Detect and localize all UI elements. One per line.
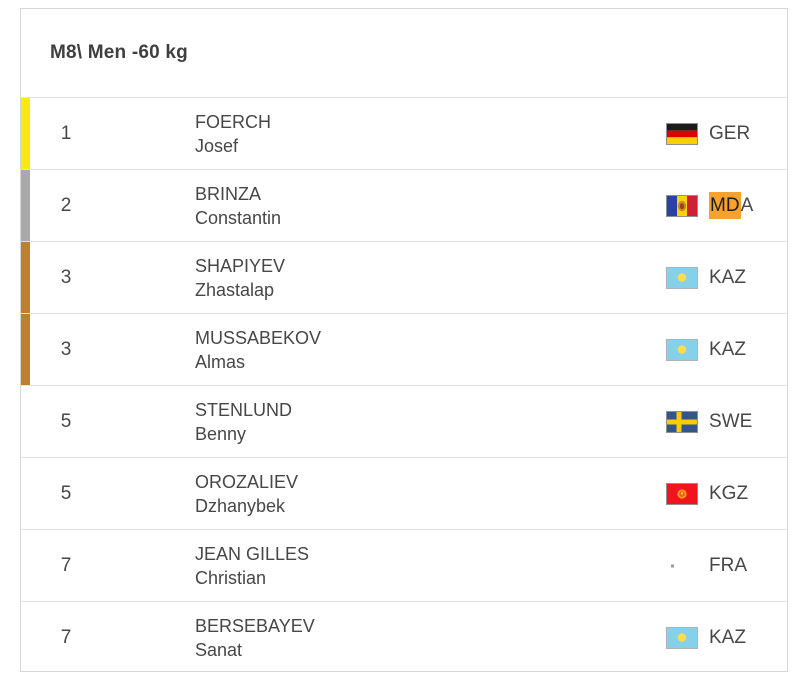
athlete-first-name: Benny	[195, 423, 247, 444]
country-code: GER	[709, 122, 751, 144]
athlete-name: JEAN GILLES Christian	[195, 542, 309, 590]
athlete-first-name: Sanat	[195, 639, 243, 660]
country-code: KAZ	[709, 338, 746, 360]
broken-flag-icon	[671, 564, 674, 567]
bronze-medal-bar	[21, 242, 30, 313]
athlete-name: OROZALIEV Dzhanybek	[195, 470, 298, 518]
athlete-last-name: STENLUND	[195, 399, 293, 420]
result-row[interactable]: 3 MUSSABEKOV Almas KAZ	[21, 313, 787, 385]
rank: 7	[60, 626, 72, 648]
athlete-first-name: Josef	[195, 135, 239, 156]
sweden-flag-icon	[666, 410, 698, 433]
country-code: KAZ	[709, 626, 746, 648]
kazakhstan-flag-icon	[666, 626, 698, 649]
result-row[interactable]: 7 JEAN GILLES Christian FRA	[21, 529, 787, 601]
gold-medal-bar	[21, 98, 30, 169]
category-header: M8\ Men -60 kg	[21, 9, 787, 97]
athlete-name: BERSEBAYEV Sanat	[195, 614, 315, 662]
athlete-last-name: MUSSABEKOV	[195, 327, 322, 348]
athlete-first-name: Constantin	[195, 207, 282, 228]
result-row[interactable]: 2 BRINZA Constantin MDA	[21, 169, 787, 241]
athlete-first-name: Dzhanybek	[195, 495, 286, 516]
athlete-last-name: OROZALIEV	[195, 471, 299, 492]
athlete-last-name: BERSEBAYEV	[195, 615, 315, 636]
athlete-name: MUSSABEKOV Almas	[195, 326, 321, 374]
rank: 5	[60, 410, 72, 432]
moldova-flag-icon	[666, 194, 698, 217]
kyrgyzstan-flag-icon	[666, 482, 698, 505]
country-code: KAZ	[709, 266, 746, 288]
athlete-name: SHAPIYEV Zhastalap	[195, 254, 285, 302]
result-row[interactable]: 5 STENLUND Benny SWE	[21, 385, 787, 457]
rank: 2	[60, 194, 72, 216]
results-list: 1 FOERCH Josef GER 2 BRINZA Constantin	[21, 97, 787, 673]
result-row[interactable]: 5 OROZALIEV Dzhanybek KGZ	[21, 457, 787, 529]
country-code: KGZ	[709, 482, 749, 504]
athlete-last-name: BRINZA	[195, 183, 262, 204]
country-code-rest: A	[740, 194, 754, 216]
rank: 3	[60, 338, 72, 360]
country-code: FRA	[709, 554, 747, 576]
result-row[interactable]: 7 BERSEBAYEV Sanat KAZ	[21, 601, 787, 673]
rank: 5	[60, 482, 72, 504]
results-panel: M8\ Men -60 kg 1 FOERCH Josef GER 2	[20, 8, 788, 672]
athlete-first-name: Zhastalap	[195, 279, 275, 300]
athlete-first-name: Christian	[195, 567, 267, 588]
country-code: SWE	[709, 410, 753, 432]
kazakhstan-flag-icon	[666, 338, 698, 361]
bronze-medal-bar	[21, 314, 30, 385]
rank: 1	[60, 122, 72, 144]
rank: 7	[60, 554, 72, 576]
category-title: M8\ Men -60 kg	[50, 42, 188, 63]
athlete-name: BRINZA Constantin	[195, 182, 281, 230]
rank: 3	[60, 266, 72, 288]
country-code-highlight: MD	[709, 191, 741, 219]
result-row[interactable]: 3 SHAPIYEV Zhastalap KAZ	[21, 241, 787, 313]
athlete-last-name: SHAPIYEV	[195, 255, 286, 276]
athlete-last-name: JEAN GILLES	[195, 543, 310, 564]
result-row[interactable]: 1 FOERCH Josef GER	[21, 97, 787, 169]
athlete-first-name: Almas	[195, 351, 246, 372]
kazakhstan-flag-icon	[666, 266, 698, 289]
country-code: MDA	[709, 191, 754, 219]
germany-flag-icon	[666, 122, 698, 145]
athlete-name: FOERCH Josef	[195, 110, 271, 158]
athlete-last-name: FOERCH	[195, 111, 271, 132]
athlete-name: STENLUND Benny	[195, 398, 292, 446]
silver-medal-bar	[21, 170, 30, 241]
